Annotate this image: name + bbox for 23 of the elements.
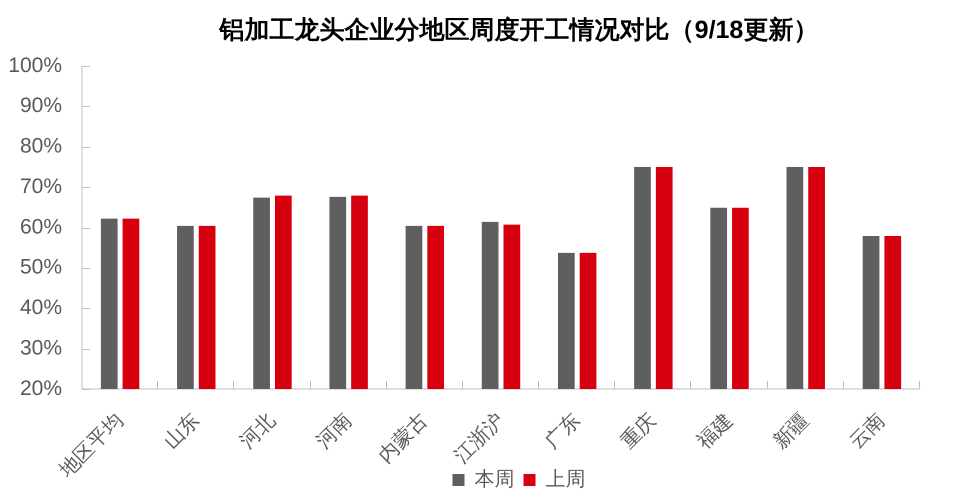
x-tick-label: 新疆 — [769, 409, 814, 454]
y-tick-label: 40% — [20, 296, 62, 320]
x-tick-label: 广东 — [540, 409, 585, 454]
y-tick-label: 90% — [20, 94, 62, 118]
y-tick-label: 60% — [20, 215, 62, 238]
legend-label: 上周 — [546, 468, 586, 491]
chart-title: 铝加工龙头企业分地区周度开工情况对比（9/18更新） — [218, 16, 818, 44]
x-tick-label: 内蒙古 — [374, 409, 432, 468]
y-tick-label: 100% — [8, 54, 62, 77]
y-tick-label: 30% — [20, 336, 62, 360]
x-tick-label: 山东 — [160, 409, 204, 454]
x-tick-label: 河北 — [236, 409, 280, 454]
y-tick-label: 80% — [20, 134, 62, 158]
x-tick-label: 重庆 — [616, 409, 661, 454]
legend-label: 本周 — [474, 468, 514, 491]
x-tick-label: 河南 — [312, 409, 356, 454]
y-tick-label: 20% — [20, 376, 62, 400]
x-tick-label: 江浙沪 — [450, 408, 508, 468]
y-tick-label: 70% — [20, 174, 62, 198]
y-tick-label: 50% — [20, 256, 62, 279]
x-tick-label: 地区平均 — [54, 409, 128, 482]
x-tick-label: 云南 — [846, 409, 890, 454]
x-tick-label: 福建 — [693, 409, 737, 454]
